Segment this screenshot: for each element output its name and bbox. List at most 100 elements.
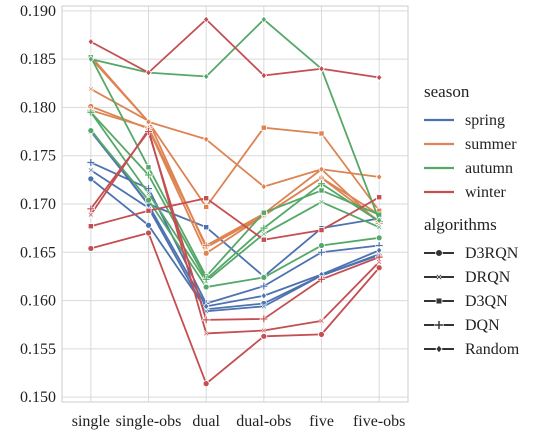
y-tick-label: 0.165 bbox=[20, 244, 56, 261]
data-point-diamond bbox=[260, 71, 268, 80]
data-point-x bbox=[376, 258, 383, 265]
data-point-x bbox=[87, 167, 94, 174]
data-point-x bbox=[318, 317, 325, 324]
data-point-plus bbox=[317, 179, 326, 188]
y-tick-label: 0.185 bbox=[20, 51, 56, 68]
data-point-x bbox=[203, 330, 210, 337]
series-autumn-drqn bbox=[87, 109, 383, 285]
data-point-x-shape bbox=[318, 174, 325, 181]
x-tick-label: single bbox=[72, 413, 110, 430]
data-point-square bbox=[318, 130, 325, 137]
y-tick-label: 0.155 bbox=[20, 341, 56, 358]
data-point-square bbox=[87, 223, 94, 230]
data-point-circle bbox=[145, 229, 152, 237]
data-point-diamond bbox=[145, 117, 152, 126]
data-point-x-shape bbox=[260, 303, 267, 310]
legend-label: autumn bbox=[465, 160, 513, 177]
data-point-plus bbox=[259, 314, 268, 324]
series-line bbox=[90, 111, 380, 283]
data-point-square bbox=[318, 227, 325, 234]
legend-item-dqn: DQN bbox=[424, 317, 500, 334]
series-autumn-d3rqn bbox=[87, 127, 383, 291]
data-point-square bbox=[318, 187, 325, 194]
data-point-diamond bbox=[375, 73, 383, 82]
data-point-plus bbox=[202, 275, 211, 284]
legend-title-season: season bbox=[424, 82, 470, 101]
legend-item-winter: winter bbox=[424, 184, 507, 201]
series-line bbox=[90, 161, 380, 305]
data-point-circle bbox=[87, 245, 95, 252]
legend-marker-x bbox=[435, 273, 443, 281]
data-point-x bbox=[260, 327, 267, 334]
data-point-square bbox=[145, 164, 152, 171]
series-line bbox=[90, 56, 380, 278]
data-point-square bbox=[260, 236, 267, 243]
data-point-x bbox=[318, 199, 325, 206]
data-point-square bbox=[260, 124, 267, 131]
data-point-x-shape bbox=[318, 199, 325, 206]
data-point-diamond bbox=[375, 172, 383, 181]
legend-marker-plus bbox=[434, 320, 444, 330]
data-point-plus bbox=[144, 127, 153, 136]
data-point-x bbox=[260, 230, 267, 237]
y-tick-label: 0.180 bbox=[20, 99, 56, 116]
data-point-circle bbox=[260, 274, 268, 281]
data-point-square bbox=[203, 224, 210, 231]
data-point-plus bbox=[259, 281, 268, 291]
data-point-diamond bbox=[260, 15, 268, 24]
data-point-plus bbox=[144, 184, 153, 193]
data-point-diamond bbox=[202, 135, 210, 144]
legend-item-random: Random bbox=[424, 341, 520, 358]
legend: season spring summer autumn winter algorithms… bbox=[424, 82, 520, 358]
data-point-x-shape bbox=[376, 258, 383, 265]
data-point-diamond bbox=[87, 37, 95, 46]
legend-label: DQN bbox=[465, 317, 500, 334]
data-point-circle bbox=[318, 242, 325, 249]
series-winter-d3qn bbox=[87, 194, 383, 243]
data-point-circle bbox=[375, 264, 383, 272]
legend-marker-circle bbox=[435, 249, 443, 257]
data-point-diamond bbox=[87, 55, 95, 64]
data-point-circle bbox=[87, 127, 95, 134]
data-point-x bbox=[87, 86, 94, 93]
data-point-circle bbox=[318, 330, 325, 338]
data-point-plus bbox=[86, 158, 95, 167]
data-point-x-shape bbox=[203, 330, 210, 337]
series-line bbox=[90, 130, 380, 288]
legend-label: DRQN bbox=[465, 269, 511, 286]
legend-item-autumn: autumn bbox=[424, 160, 513, 177]
data-point-diamond bbox=[202, 302, 210, 311]
x-tick-label: five bbox=[309, 413, 334, 430]
series-line bbox=[90, 109, 380, 247]
y-tick-label: 0.170 bbox=[20, 196, 56, 213]
data-point-x-shape bbox=[87, 86, 94, 93]
legend-label: winter bbox=[465, 184, 507, 201]
data-point-diamond bbox=[202, 15, 210, 24]
y-tick-label: 0.150 bbox=[20, 389, 56, 406]
data-point-circle bbox=[202, 283, 210, 291]
series-line bbox=[90, 130, 380, 321]
legend-label: summer bbox=[465, 136, 517, 153]
series-line bbox=[90, 55, 380, 188]
legend-label: D3RQN bbox=[465, 245, 519, 262]
data-point-x-shape bbox=[318, 317, 325, 324]
legend-item-drqn: DRQN bbox=[424, 269, 511, 286]
y-tick-label: 0.160 bbox=[20, 293, 56, 310]
data-point-circle bbox=[145, 196, 152, 204]
legend-marker-square bbox=[435, 297, 443, 305]
y-tick-label: 0.190 bbox=[20, 3, 56, 20]
data-point-x-shape bbox=[376, 224, 383, 231]
series-line bbox=[90, 196, 380, 241]
legend-label: D3QN bbox=[465, 293, 508, 310]
data-point-diamond bbox=[375, 216, 383, 225]
x-tick-label: dual bbox=[192, 413, 220, 430]
series-winter-random bbox=[87, 15, 383, 82]
data-point-x bbox=[87, 211, 94, 218]
data-point-diamond bbox=[202, 72, 210, 81]
series-line bbox=[90, 232, 380, 385]
legend-label: Random bbox=[465, 341, 520, 358]
legend-title-algorithms: algorithms bbox=[424, 215, 497, 234]
series-line bbox=[90, 169, 380, 313]
data-point-square bbox=[145, 207, 152, 214]
data-point-plus bbox=[375, 241, 384, 250]
